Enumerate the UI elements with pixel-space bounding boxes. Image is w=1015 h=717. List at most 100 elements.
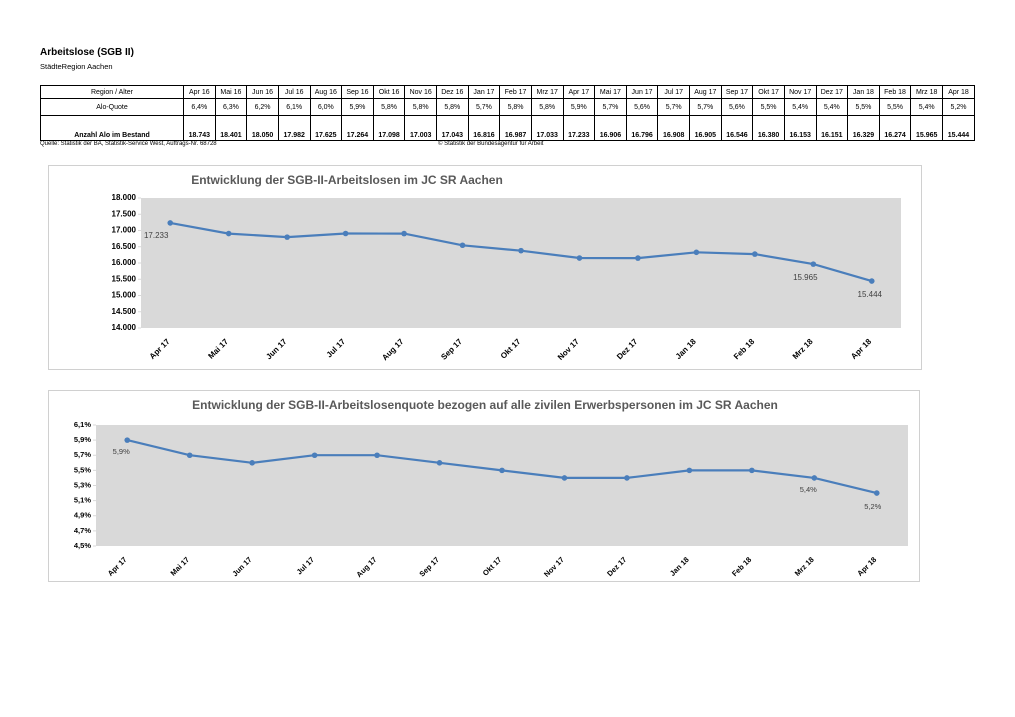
data-point [401, 230, 407, 237]
column-header: Apr 18 [942, 85, 975, 99]
data-point [459, 242, 466, 249]
y-tick-label: 4,7% [74, 526, 91, 535]
y-tick-label: 5,3% [74, 480, 91, 489]
x-tick-label: Jul 17 [325, 337, 348, 360]
data-point [561, 475, 568, 481]
y-tick-label: 16.000 [112, 258, 137, 267]
x-tick-label: Nov 17 [556, 337, 581, 362]
x-tick-label: Jun 17 [264, 337, 289, 362]
data-point [342, 230, 349, 237]
y-tick-label: 18.000 [112, 193, 137, 202]
data-table: Region / Alter Apr 16 Mai 16 Jun 16 Jul 16 Au… [40, 85, 975, 141]
table-cell: 17.982 [277, 115, 311, 141]
table-cell: 17.003 [404, 115, 437, 141]
data-point [693, 249, 700, 256]
column-header: Aug 17 [689, 85, 722, 99]
column-header: Mrz 17 [530, 85, 564, 99]
y-tick-label: 6,1% [74, 420, 91, 429]
column-header: Okt 16 [372, 85, 406, 99]
data-point [868, 278, 875, 284]
data-point [436, 460, 443, 466]
data-point [810, 261, 817, 267]
x-tick-label: Apr 18 [849, 337, 873, 361]
table-cell: 6,0% [309, 98, 343, 116]
chart-title: Entwicklung der SGB-II-Arbeitslosenquote… [192, 398, 778, 412]
page-subtitle: StädteRegion Aachen [40, 62, 113, 71]
table-cell: 5,7% [594, 98, 627, 116]
column-header: Mai 17 [594, 85, 627, 99]
table-cell: 18.050 [246, 115, 279, 141]
column-header: Jan 17 [467, 85, 501, 99]
data-point [635, 255, 641, 261]
table-cell: 17.233 [562, 115, 596, 141]
table-cell: 16.796 [625, 115, 659, 141]
x-tick-label: Jul 17 [295, 555, 316, 576]
table-cell: 16.153 [783, 115, 817, 141]
source-note: Quelle: Statistik der BA, Statistik-Serv… [40, 141, 217, 147]
y-tick-label: 5,9% [74, 435, 91, 444]
row-label: Alo-Quote [40, 98, 184, 116]
y-tick-label: 16.500 [112, 242, 137, 251]
table-corner: Region / Alter [40, 85, 184, 99]
x-tick-label: Jun 17 [230, 555, 253, 578]
table-cell: 5,8% [436, 98, 469, 116]
column-header: Sep 16 [341, 85, 374, 99]
table-cell: 5,7% [689, 98, 722, 116]
chart-title: Entwicklung der SGB-II-Arbeitslosen im J… [191, 173, 503, 187]
x-tick-label: Dez 17 [615, 337, 640, 362]
data-point [124, 437, 131, 443]
row-label: Anzahl Alo im Bestand [40, 115, 184, 141]
x-tick-label: Feb 18 [730, 555, 753, 578]
data-point [752, 251, 758, 257]
table-cell: 5,5% [878, 98, 912, 116]
y-tick-label: 15.000 [112, 291, 137, 300]
column-header: Apr 16 [183, 85, 216, 99]
table-cell: 5,4% [815, 98, 849, 116]
column-header: Aug 16 [309, 85, 343, 99]
x-tick-label: Okt 17 [481, 555, 504, 578]
table-cell: 6,4% [183, 98, 216, 116]
table-cell: 17.625 [309, 115, 343, 141]
y-tick-label: 4,5% [74, 541, 91, 550]
table-cell: 5,2% [942, 98, 975, 116]
y-tick-label: 17.500 [112, 209, 137, 218]
data-point [576, 255, 583, 261]
copyright-note: © Statistik der Bundesagentur für Arbeit [438, 141, 544, 147]
y-tick-label: 14.000 [112, 323, 137, 332]
table-cell: 15.444 [942, 115, 975, 141]
table-cell: 16.987 [499, 115, 532, 141]
x-tick-label: Apr 18 [855, 555, 878, 578]
data-point [518, 247, 524, 254]
table-cell: 17.098 [372, 115, 406, 141]
data-label: 15.444 [858, 290, 883, 299]
table-row: Region / Alter Apr 16 Mai 16 Jun 16 Jul 16 Au… [40, 85, 975, 99]
y-tick-label: 14.500 [112, 307, 137, 316]
data-label: 5,4% [800, 485, 817, 494]
table-row: Anzahl Alo im Bestand 18.743 18.401 18.050 1… [40, 115, 975, 141]
table-row: Alo-Quote 6,4% 6,3% 6,2% 6,1% 6,0% 5,9% 5,8% 5,8… [40, 98, 975, 116]
table-cell: 18.401 [214, 115, 248, 141]
table-cell: 16.274 [878, 115, 912, 141]
table-cell: 5,6% [625, 98, 659, 116]
column-header: Sep 17 [720, 85, 754, 99]
column-header: Nov 16 [404, 85, 437, 99]
table-cell: 5,9% [562, 98, 596, 116]
data-point [749, 467, 755, 474]
x-tick-label: Sep 17 [417, 555, 440, 578]
x-tick-label: Mai 17 [206, 337, 230, 361]
plot-area [96, 425, 908, 546]
table-cell: 5,8% [372, 98, 406, 116]
table-cell: 16.380 [752, 115, 785, 141]
table-cell: 5,4% [910, 98, 943, 116]
table-cell: 5,6% [720, 98, 754, 116]
table-cell: 5,8% [530, 98, 564, 116]
table-cell: 6,3% [214, 98, 248, 116]
page-title: Arbeitslose (SGB II) [40, 47, 134, 58]
data-point [686, 467, 693, 474]
column-header: Jul 16 [277, 85, 311, 99]
y-tick-label: 5,1% [74, 496, 91, 505]
data-point [624, 475, 630, 481]
y-tick-label: 5,5% [74, 465, 91, 474]
table-cell: 17.264 [341, 115, 374, 141]
